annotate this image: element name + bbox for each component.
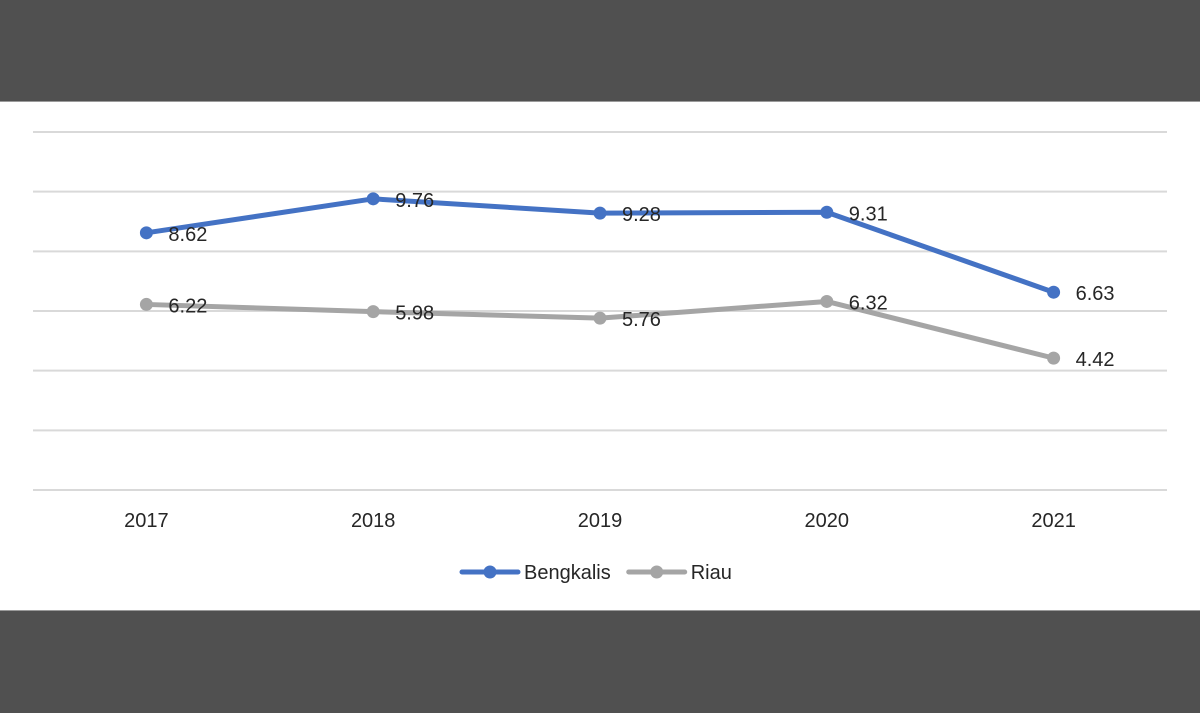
data-label: 8.62 [168, 224, 207, 246]
data-point [820, 294, 834, 308]
data-label: 6.63 [1076, 283, 1115, 305]
legend-item: Riau [626, 562, 732, 584]
data-label: 9.76 [395, 190, 434, 212]
legend-marker [483, 565, 497, 579]
data-point [366, 305, 380, 319]
data-label: 6.22 [168, 295, 207, 317]
gridlines [33, 131, 1167, 491]
data-label: 9.31 [849, 203, 888, 225]
legend: Bengkalis Riau [459, 562, 732, 584]
x-tick-label: 2021 [1031, 510, 1076, 532]
data-point [139, 226, 153, 240]
legend-marker [650, 565, 664, 579]
x-tick-label: 2017 [124, 510, 169, 532]
data-point [593, 206, 607, 220]
data-label: 4.42 [1076, 349, 1115, 371]
data-label: 5.76 [622, 309, 661, 331]
chart-panel: 2017 2018 2019 2020 2021 8.62 9.76 9.28 9.31 6.6… [0, 101, 1200, 611]
data-point [139, 297, 153, 311]
data-point [366, 192, 380, 206]
data-point [1047, 285, 1061, 299]
data-point [1047, 351, 1061, 365]
x-tick-label: 2019 [578, 510, 623, 532]
series-riau: 6.22 5.98 5.76 6.32 4.42 [139, 292, 1115, 371]
x-tick-label: 2018 [351, 510, 396, 532]
line-chart: 2017 2018 2019 2020 2021 8.62 9.76 9.28 9.31 6.6… [33, 131, 1167, 584]
legend-label: Riau [691, 562, 732, 584]
series-line [143, 298, 1057, 361]
x-axis-tick-labels: 2017 2018 2019 2020 2021 [124, 510, 1076, 532]
x-tick-label: 2020 [805, 510, 850, 532]
data-label: 5.98 [395, 303, 434, 325]
data-label: 6.32 [849, 292, 888, 314]
legend-item: Bengkalis [459, 562, 611, 584]
data-point [593, 311, 607, 325]
legend-label: Bengkalis [524, 562, 611, 584]
series-layer: 8.62 9.76 9.28 9.31 6.63 6.22 5.98 5.76 6.32 4.42 [139, 190, 1115, 371]
data-point [820, 205, 834, 219]
series-bengkalis: 8.62 9.76 9.28 9.31 6.63 [139, 190, 1115, 305]
data-label: 9.28 [622, 204, 661, 226]
